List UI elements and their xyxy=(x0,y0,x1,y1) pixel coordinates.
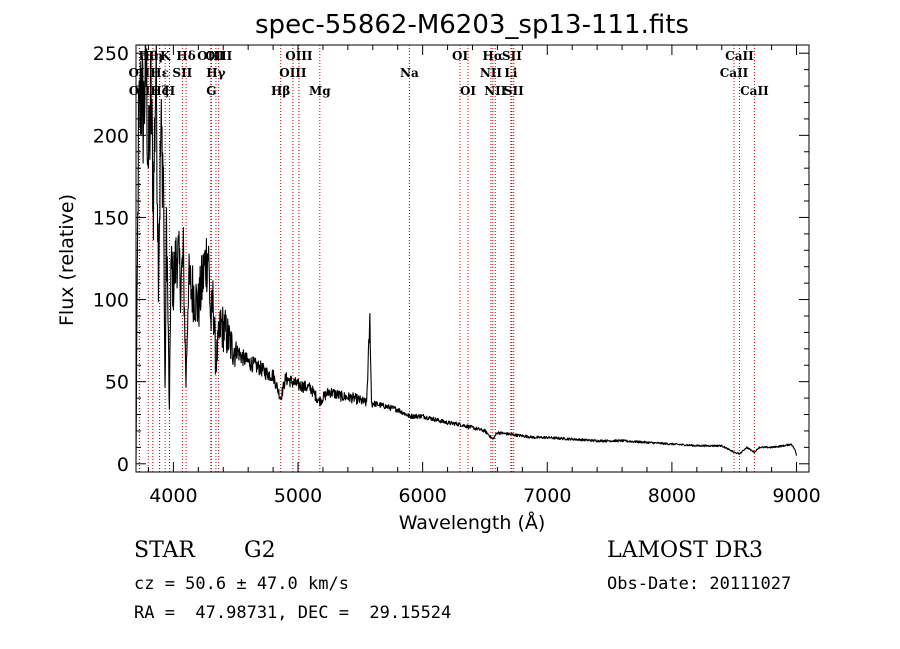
line-marker-label: OI xyxy=(452,49,468,63)
line-marker-label: OI xyxy=(460,84,476,98)
line-marker-label: Li xyxy=(504,66,517,80)
line-marker-label: OIII xyxy=(197,49,225,63)
line-marker-label: K xyxy=(160,49,171,63)
plot-frame xyxy=(135,44,810,473)
line-marker-label: Hδ xyxy=(176,49,195,63)
line-marker-label: CaII xyxy=(740,84,769,98)
y-tick-label: 250 xyxy=(93,43,129,65)
line-marker-label: CaII xyxy=(720,66,749,80)
x-tick-label: 5000 xyxy=(274,485,322,507)
redshift-velocity: cz = 50.6 ± 47.0 km/s xyxy=(134,574,349,594)
x-axis-label: Wavelength (Å) xyxy=(399,511,546,534)
line-marker-label: Na xyxy=(400,66,419,80)
line-marker-label: SII xyxy=(172,66,192,80)
y-tick-label: 150 xyxy=(93,207,129,229)
line-marker-label: SII xyxy=(502,49,522,63)
sky-coordinates: RA = 47.98731, DEC = 29.15524 xyxy=(134,603,452,623)
y-tick-label: 100 xyxy=(93,290,129,312)
x-tick-label: 4000 xyxy=(149,485,197,507)
line-marker-label: OIII xyxy=(205,49,233,63)
y-tick-label: 0 xyxy=(117,454,129,476)
chart-title: spec-55862-M6203_sp13-111.fits xyxy=(255,10,689,40)
line-marker-label: CaII xyxy=(725,49,754,63)
line-marker-label: Hγ xyxy=(206,66,225,80)
axis-ticks: 4000 5000 6000 7000 8000 9000 0 50 100 150 200 250 xyxy=(93,43,821,507)
line-marker-label: Hη xyxy=(143,49,163,63)
line-marker-label: Hθ xyxy=(139,49,158,63)
spectrum-line xyxy=(135,44,798,464)
line-marker-label: G xyxy=(206,84,216,98)
line-marker-label: NII xyxy=(480,66,503,80)
line-marker-label: Mg xyxy=(309,84,331,98)
line-marker-label: H xyxy=(164,84,175,98)
object-subclass: G2 xyxy=(244,538,276,563)
line-marker-label: Hα xyxy=(483,49,504,63)
y-tick-label: 200 xyxy=(93,125,129,147)
line-marker-label: NII xyxy=(484,84,507,98)
line-marker-label: SII xyxy=(504,84,524,98)
x-tick-label: 8000 xyxy=(648,485,696,507)
line-marker-label: OIII xyxy=(279,66,307,80)
observation-date: Obs-Date: 20111027 xyxy=(607,574,792,594)
x-tick-label: 7000 xyxy=(523,485,571,507)
y-axis-label: Flux (relative) xyxy=(56,194,78,326)
x-tick-label: 6000 xyxy=(398,485,446,507)
survey-label: LAMOST DR3 xyxy=(607,538,763,563)
object-class: STAR xyxy=(134,538,195,563)
line-marker-label: OIII xyxy=(285,49,313,63)
y-tick-label: 50 xyxy=(105,372,129,394)
line-marker-label: Hζ xyxy=(150,84,168,98)
line-marker-label: Hβ xyxy=(271,84,290,98)
x-tick-label: 9000 xyxy=(772,485,820,507)
